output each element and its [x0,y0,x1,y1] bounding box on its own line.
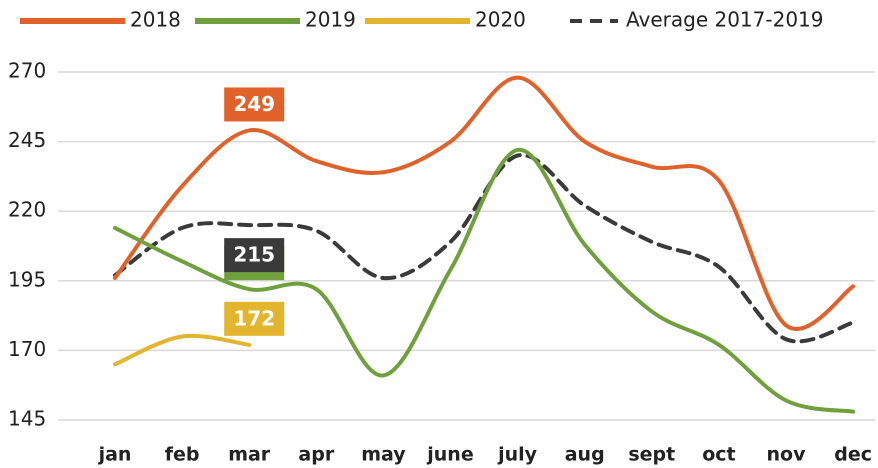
legend-label: 2018 [130,8,181,32]
line-1 [113,147,856,414]
x-tick-label: apr [298,444,334,466]
x-tick-label: oct [702,444,735,466]
x-tick-label: may [361,444,406,466]
legend-label: 2019 [305,8,356,32]
x-tick-label: aug [565,444,605,466]
line-0 [113,75,856,331]
data-label: 215 [233,243,275,267]
x-tick-label: nov [767,444,807,466]
data-label-box [224,238,285,273]
x-tick-label: june [426,444,473,466]
y-tick-label: 170 [8,337,46,361]
legend-label: Average 2017-2019 [626,8,824,32]
y-tick-label: 145 [8,407,46,431]
y-tick-label: 270 [8,59,46,83]
line-2 [113,333,252,367]
data-label: 249 [233,92,275,116]
x-tick-label: july [497,444,538,466]
data-label-box [224,87,285,122]
x-tick-label: jan [98,444,132,466]
x-tick-label: feb [165,444,200,466]
data-label-box [224,301,285,336]
legend-label: 2020 [475,8,526,32]
x-tick-label: mar [228,444,271,466]
y-tick-label: 245 [8,128,46,152]
x-tick-label: dec [834,444,872,466]
y-tick-label: 195 [8,267,46,291]
data-label: 172 [233,306,275,330]
x-tick-label: sept [628,444,675,466]
y-tick-label: 220 [8,198,46,222]
